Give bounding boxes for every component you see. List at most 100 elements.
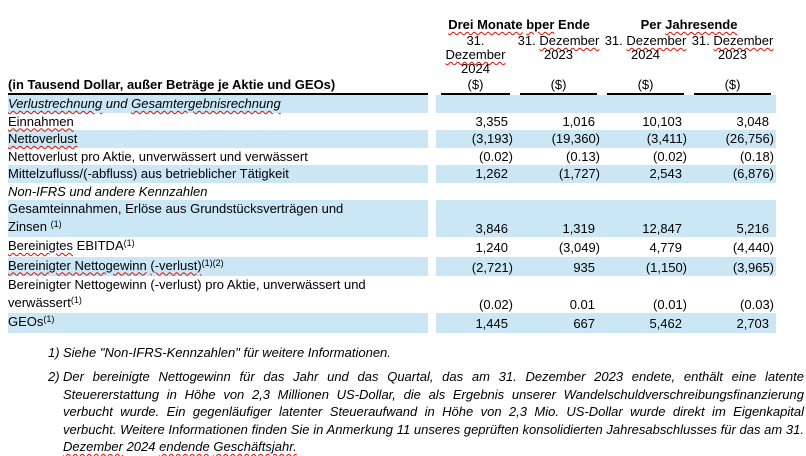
text-span: Dezember bbox=[626, 33, 687, 48]
table-cell: ($) bbox=[428, 76, 515, 95]
value-cell: 3,048 bbox=[736, 113, 770, 129]
value-cell: 4,779 bbox=[649, 240, 683, 255]
footnote-number: 2) bbox=[48, 369, 60, 384]
text-span: Einnahmen bbox=[8, 113, 74, 129]
footnote-marker: (1) bbox=[70, 294, 82, 305]
value-cell: 5,216 bbox=[689, 200, 777, 237]
value-cell: (26,756) bbox=[689, 130, 777, 148]
footnote-2: 2) Der bereinigte Nettogewinn für das Jah… bbox=[48, 368, 804, 456]
value-cell: (0.03) bbox=[740, 296, 775, 312]
column-date-header: 31. Dezember 2024 bbox=[428, 32, 515, 76]
text-span: Verlustrechnung bbox=[8, 96, 103, 111]
column-year: 2023 bbox=[718, 47, 747, 62]
column-year: 2023 bbox=[544, 47, 573, 62]
text-span: Bereinigter Nettogewinn (-verlust) pro A… bbox=[8, 277, 366, 292]
text-span: Dezember bbox=[713, 33, 774, 48]
value-cell: 3,355 bbox=[428, 112, 515, 130]
table-row-section-verlustrechnung: Verlustrechnung und Gesamtergebnisrechnu… bbox=[8, 95, 777, 113]
text-span: 31. bbox=[691, 33, 714, 48]
table-row-nettoverlust-pro-aktie: Nettoverlust pro Aktie, unverwässert und… bbox=[8, 147, 776, 166]
value-cell: (3,049) bbox=[558, 240, 601, 255]
table-row-bereinigtes-ebitda: Bereinigtes EBITDA(1) 1,240 (3,049) 4,779 (4… bbox=[8, 237, 776, 257]
text-span: Dezember bbox=[63, 439, 123, 454]
value-cell: (19,360) bbox=[515, 130, 603, 148]
text-span: 31. bbox=[604, 33, 627, 48]
row-label: Mittelzufluss/(-abfluss) aus betrieblich… bbox=[8, 165, 428, 183]
value-cell: 3,846 bbox=[428, 200, 515, 237]
text-span: 31. Dezember bbox=[602, 34, 689, 48]
table-row-bereinigter-nettogewinn: Bereinigter Nettogewinn (-verlust)(1)(2)… bbox=[8, 256, 777, 276]
value-cell: (1,727) bbox=[515, 165, 603, 183]
text-span: (-verlust) bbox=[150, 257, 202, 273]
value-cell: 1,445 bbox=[428, 313, 515, 333]
table-row-nettoverlust: Nettoverlust (3,193) (19,360) (3,411) (26,75… bbox=[8, 130, 777, 148]
unit-label: ($) bbox=[441, 77, 510, 95]
group-header-three-months: Drei Monate bper Ende bbox=[428, 8, 602, 32]
value-cell: (3,965) bbox=[689, 256, 777, 276]
unit-label: ($) bbox=[694, 77, 772, 95]
text-span: endende bbox=[159, 439, 210, 454]
value-cell: (0.13) bbox=[566, 148, 601, 164]
value-cell: (0.18) bbox=[740, 148, 775, 164]
value-cell: (0.02) bbox=[428, 147, 515, 165]
column-date-header: 31. Dezember 2023 bbox=[515, 32, 602, 76]
text-span: Bereinigtes bbox=[8, 238, 74, 253]
text-span: Siehe "Non-IFRS-Kennzahlen" für weitere … bbox=[63, 344, 391, 360]
text-span: Mittelzufluss/(-abfluss) aus betrieblich… bbox=[8, 166, 289, 181]
text-span: 31. Dezember bbox=[689, 34, 776, 48]
value-cell: (0.02) bbox=[428, 276, 515, 313]
value-cell bbox=[515, 95, 603, 113]
row-label: Non-IFRS und andere Kennzahlen bbox=[8, 183, 428, 201]
value-cell: (6,876) bbox=[689, 165, 777, 183]
value-cell bbox=[428, 182, 515, 200]
text-span: 31. bbox=[466, 33, 485, 48]
text-span: und bbox=[102, 96, 132, 111]
row-label: Nettoverlust pro Aktie, unverwässert und… bbox=[8, 148, 428, 166]
table-caption-label: (in Tausend Dollar, außer Beträge je Akt… bbox=[8, 77, 428, 95]
footnotes: 1) Siehe "Non-IFRS-Kennzahlen" für weiter… bbox=[8, 344, 806, 456]
footnote-marker: (1)(2) bbox=[201, 257, 224, 268]
value-cell: (1,150) bbox=[602, 256, 690, 276]
text-span: 1) Siehe "Non-IFRS-Kennzahlen" für weiter… bbox=[48, 344, 804, 362]
unit-header-row: (in Tausend Dollar, außer Beträge je Akt… bbox=[8, 76, 776, 95]
value-cell: (0.01) bbox=[653, 296, 688, 312]
text-span: Dezember bbox=[539, 33, 600, 48]
footnote-number: 1) bbox=[48, 344, 60, 360]
value-cell bbox=[515, 183, 602, 201]
financial-table: Drei Monate bper Ende Per Jahresende 31. D… bbox=[8, 8, 777, 333]
value-cell: (4,440) bbox=[732, 240, 775, 255]
table-cell: ($) bbox=[602, 76, 689, 95]
text-span: Non-IFRS und andere Kennzahlen bbox=[8, 183, 208, 199]
value-cell bbox=[689, 183, 776, 201]
text-span: Jahresende bbox=[665, 17, 738, 32]
table-cell: (in Tausend Dollar, außer Beträge je Akt… bbox=[8, 76, 428, 95]
text-span: Bereinigter Nettogewinn bbox=[8, 257, 147, 273]
text-span: Drei Monate bbox=[448, 17, 523, 32]
value-cell: 0.01 bbox=[569, 296, 596, 312]
value-cell: 1,262 bbox=[428, 165, 515, 183]
table-cell: ($) bbox=[689, 76, 776, 95]
unit-label: ($) bbox=[607, 77, 685, 95]
table-row-mittelzufluss: Mittelzufluss/(-abfluss) aus betrieblich… bbox=[8, 165, 777, 183]
text-span: 31. bbox=[517, 33, 540, 48]
column-year: 2024 bbox=[631, 47, 660, 62]
row-label: Nettoverlust bbox=[8, 130, 428, 148]
row-label: Bereinigtes EBITDA(1) bbox=[8, 237, 428, 257]
value-cell: 10,103 bbox=[642, 113, 683, 129]
text-span: 2) Der bereinigte Nettogewinn für das Jah… bbox=[48, 368, 804, 456]
text-span: 31. Dezember bbox=[515, 34, 602, 48]
text-span: Dezember bbox=[445, 47, 506, 62]
value-cell bbox=[689, 95, 777, 113]
table-row-section-non-ifrs: Non-IFRS und andere Kennzahlen bbox=[8, 182, 776, 201]
table-row-bereinigter-nettogewinn-pro-aktie: Bereinigter Nettogewinn (-verlust) pro A… bbox=[8, 276, 776, 313]
text-span: Zinsen bbox=[8, 218, 48, 234]
row-label: Gesamteinnahmen, Erlöse aus Grundstücksv… bbox=[8, 200, 428, 237]
value-cell: 12,847 bbox=[602, 200, 690, 237]
table-cell bbox=[8, 32, 428, 76]
text-span: bper bbox=[526, 17, 555, 32]
text-span: Geschäftsjahr. bbox=[213, 439, 297, 454]
value-cell: 1,016 bbox=[562, 113, 596, 129]
text-span: Der bereinigte Nettogewinn für das Jahr … bbox=[63, 369, 804, 437]
text-span: Drei Monate bper Ende Per Jahresende 31. D… bbox=[8, 8, 777, 333]
